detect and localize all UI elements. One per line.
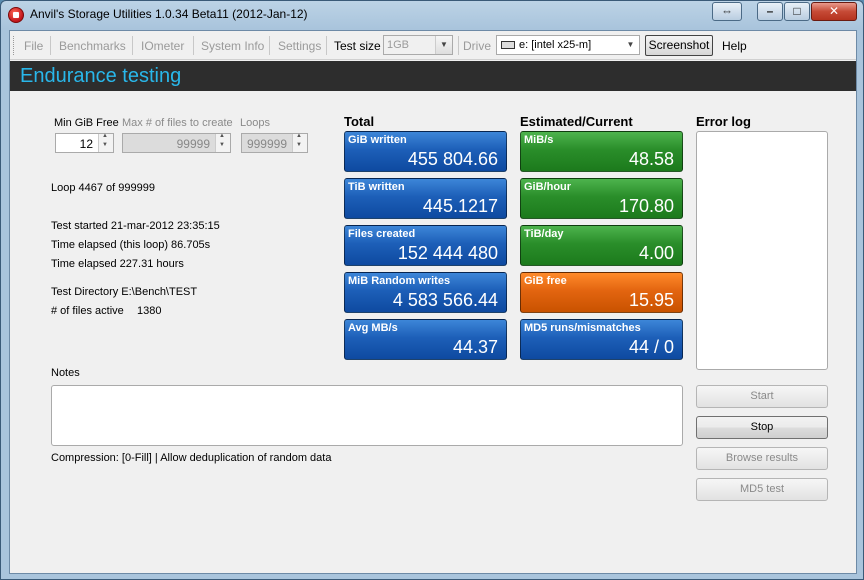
screenshot-button[interactable]: Screenshot [645, 35, 713, 56]
tile-label: TiB/day [524, 228, 564, 240]
menu-file[interactable]: File [24, 39, 44, 53]
menu-separator [50, 36, 51, 55]
max-files-label: Max # of files to create [122, 117, 233, 129]
menu-settings[interactable]: Settings [278, 39, 322, 53]
window-title: Anvil's Storage Utilities 1.0.34 Beta11 … [30, 7, 308, 21]
total-heading: Total [344, 114, 375, 129]
menu-help[interactable]: Help [722, 39, 747, 53]
files-active-label: # of files active [51, 305, 124, 317]
tile-label: GiB/hour [524, 181, 572, 193]
max-files-stepper[interactable]: 99999 [122, 133, 231, 153]
tile-tib-day: TiB/day 4.00 [520, 225, 683, 266]
min-gib-free-value: 12 [79, 137, 93, 151]
header-band: Endurance testing [10, 61, 856, 91]
loops-label: Loops [240, 117, 270, 129]
tile-avg-mbs: Avg MB/s 44.37 [344, 319, 507, 360]
tile-label: MiB/s [524, 134, 554, 146]
tile-tib-written: TiB written 445.1217 [344, 178, 507, 219]
tile-md5-runs: MD5 runs/mismatches 44 / 0 [520, 319, 683, 360]
drive-select[interactable]: e: [intel x25-m] ▼ [496, 35, 640, 55]
tile-value: 4.00 [638, 243, 674, 263]
tile-gib-written: GiB written 455 804.66 [344, 131, 507, 172]
client-area: File Benchmarks IOmeter System Info Sett… [9, 30, 857, 574]
error-log-heading: Error log [696, 114, 751, 129]
page-title: Endurance testing [20, 65, 182, 87]
resize-toggle-button[interactable]: ⇔ [712, 2, 742, 21]
estimated-heading: Estimated/Current [520, 114, 633, 129]
menu-separator [269, 36, 270, 55]
tile-label: TiB written [348, 181, 405, 193]
min-gib-free-label: Min GiB Free [54, 117, 119, 129]
chevron-down-icon[interactable]: ▼ [622, 36, 639, 54]
app-icon[interactable] [8, 7, 24, 23]
menu-grip [13, 36, 16, 55]
tile-value: 44 / 0 [628, 337, 674, 357]
error-log-box[interactable] [696, 131, 828, 370]
close-button[interactable]: ✕ [811, 2, 857, 21]
drive-icon [501, 41, 515, 49]
minimize-button[interactable]: – [757, 2, 783, 21]
spinner-arrows-icon[interactable] [215, 133, 230, 152]
compression-info: Compression: [0-Fill] | Allow deduplicat… [51, 452, 332, 464]
min-gib-free-stepper[interactable]: 12 [55, 133, 114, 153]
tile-gib-hour: GiB/hour 170.80 [520, 178, 683, 219]
notes-textarea[interactable] [51, 385, 683, 446]
menu-separator [326, 36, 327, 55]
start-button[interactable]: Start [696, 385, 828, 408]
browse-results-button[interactable]: Browse results [696, 447, 828, 470]
tile-value: 4 583 566.44 [392, 290, 498, 310]
elapsed-loop: Time elapsed (this loop) 86.705s [51, 239, 211, 251]
elapsed-total: Time elapsed 227.31 hours [51, 258, 184, 270]
tile-label: MD5 runs/mismatches [524, 322, 641, 334]
menu-benchmarks[interactable]: Benchmarks [59, 39, 126, 53]
test-size-label: Test size [334, 39, 381, 53]
test-size-value: 1GB [387, 39, 410, 51]
tile-value: 152 444 480 [397, 243, 498, 263]
notes-label: Notes [51, 367, 80, 379]
maximize-button[interactable]: □ [784, 2, 810, 21]
spinner-arrows-icon[interactable] [98, 133, 113, 152]
tile-label: GiB free [524, 275, 567, 287]
stop-button[interactable]: Stop [696, 416, 828, 439]
tile-label: MiB Random writes [348, 275, 451, 287]
test-directory: Test Directory E:\Bench\TEST [51, 286, 198, 298]
tile-label: Avg MB/s [348, 322, 398, 334]
menu-bar: File Benchmarks IOmeter System Info Sett… [10, 31, 856, 60]
md5-test-button[interactable]: MD5 test [696, 478, 828, 501]
tile-value: 455 804.66 [407, 149, 498, 169]
tile-label: GiB written [348, 134, 407, 146]
tile-label: Files created [348, 228, 416, 240]
files-active-value: 1380 [137, 305, 162, 317]
menu-iometer[interactable]: IOmeter [141, 39, 185, 53]
tile-value: 15.95 [628, 290, 674, 310]
tile-gib-free: GiB free 15.95 [520, 272, 683, 313]
drive-value: e: [intel x25-m] [519, 39, 592, 51]
menu-system-info[interactable]: System Info [201, 39, 265, 53]
tile-value: 170.80 [618, 196, 674, 216]
loops-value: 999999 [246, 137, 287, 151]
loop-counter: Loop 4467 of 999999 [51, 182, 155, 194]
tile-value: 44.37 [452, 337, 498, 357]
menu-separator [458, 36, 459, 55]
chevron-down-icon[interactable]: ▼ [435, 36, 452, 54]
spinner-arrows-icon[interactable] [292, 133, 307, 152]
menu-separator [193, 36, 194, 55]
tile-value: 48.58 [628, 149, 674, 169]
tile-mibs: MiB/s 48.58 [520, 131, 683, 172]
loops-stepper[interactable]: 999999 [241, 133, 308, 153]
test-size-select[interactable]: 1GB ▼ [383, 35, 453, 55]
max-files-value: 99999 [176, 137, 210, 151]
title-bar[interactable]: Anvil's Storage Utilities 1.0.34 Beta11 … [1, 1, 863, 29]
tile-files-created: Files created 152 444 480 [344, 225, 507, 266]
tile-mib-random-writes: MiB Random writes 4 583 566.44 [344, 272, 507, 313]
tile-value: 445.1217 [422, 196, 498, 216]
menu-separator [132, 36, 133, 55]
test-started: Test started 21-mar-2012 23:35:15 [51, 220, 220, 232]
drive-label: Drive [463, 39, 492, 53]
